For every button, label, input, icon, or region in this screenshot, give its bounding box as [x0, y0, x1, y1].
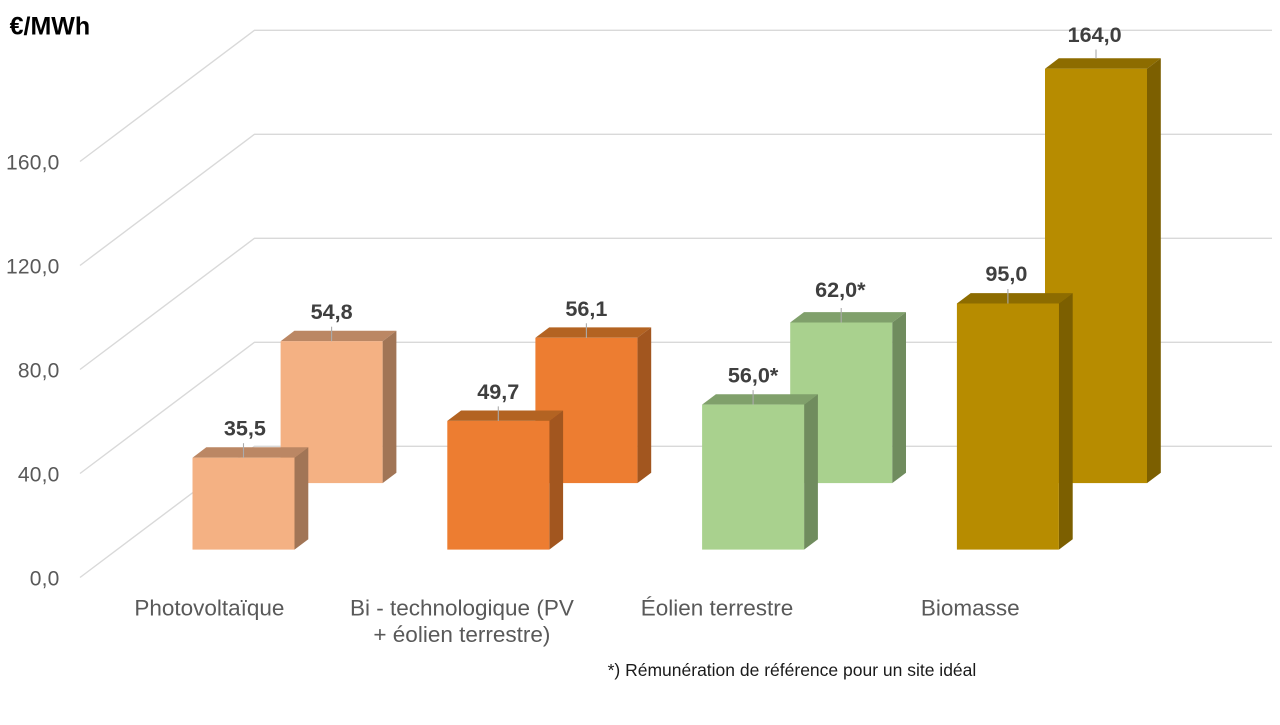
svg-text:164,0: 164,0 [1068, 22, 1122, 47]
svg-text:0,0: 0,0 [30, 568, 60, 591]
svg-text:56,0*: 56,0* [728, 363, 779, 388]
svg-text:120,0: 120,0 [6, 256, 60, 279]
svg-text:62,0*: 62,0* [815, 277, 866, 302]
svg-text:56,1: 56,1 [565, 296, 607, 321]
svg-text:€/MWh: €/MWh [10, 13, 91, 41]
svg-text:160,0: 160,0 [6, 152, 60, 175]
svg-text:*) Rémunération de référence p: *) Rémunération de référence pour un sit… [608, 660, 977, 680]
svg-text:54,8: 54,8 [311, 299, 353, 324]
svg-text:95,0: 95,0 [985, 261, 1027, 286]
svg-text:35,5: 35,5 [224, 416, 266, 441]
svg-text:40,0: 40,0 [18, 464, 60, 487]
svg-text:Bi - technologique (PV: Bi - technologique (PV [350, 596, 574, 621]
svg-text:+ éolien terrestre): + éolien terrestre) [373, 622, 550, 647]
svg-text:Éolien terrestre: Éolien terrestre [641, 596, 794, 621]
svg-text:49,7: 49,7 [477, 379, 519, 404]
svg-text:Photovoltaïque: Photovoltaïque [134, 596, 284, 621]
svg-text:80,0: 80,0 [18, 360, 60, 383]
svg-text:Biomasse: Biomasse [921, 596, 1020, 621]
